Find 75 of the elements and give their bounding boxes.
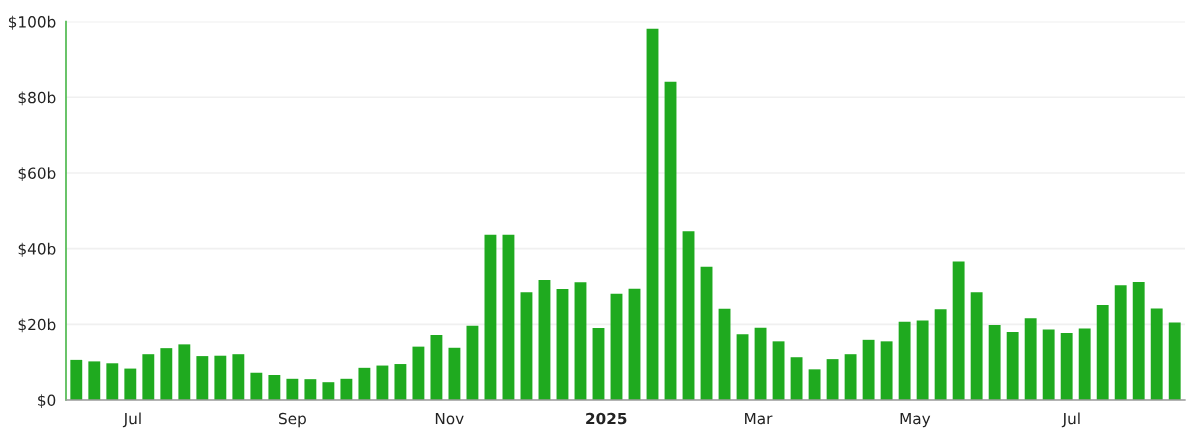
bar bbox=[394, 364, 407, 400]
bar bbox=[934, 309, 947, 400]
bar bbox=[1060, 333, 1073, 400]
bar bbox=[754, 327, 767, 400]
bar bbox=[430, 334, 443, 400]
bar bbox=[610, 293, 623, 400]
bar bbox=[736, 334, 749, 400]
bar bbox=[178, 344, 191, 400]
bar bbox=[664, 81, 677, 400]
bar bbox=[592, 328, 605, 400]
bar bbox=[286, 378, 299, 400]
bar bbox=[232, 354, 245, 400]
y-tick-label: $40b bbox=[18, 242, 56, 257]
bar bbox=[484, 234, 497, 400]
bar bbox=[250, 372, 263, 400]
x-tick-label: Jul bbox=[122, 412, 141, 428]
y-tick-label: $20b bbox=[18, 318, 56, 333]
bar bbox=[862, 339, 875, 400]
bar bbox=[142, 354, 155, 400]
bar bbox=[160, 348, 173, 400]
bar bbox=[844, 354, 857, 400]
bar bbox=[1096, 305, 1109, 400]
bar bbox=[106, 363, 119, 400]
bar bbox=[682, 231, 695, 400]
bar bbox=[1006, 331, 1019, 400]
bar bbox=[1132, 281, 1145, 400]
x-tick-label: 2025 bbox=[586, 412, 627, 425]
bar bbox=[196, 356, 209, 400]
x-tick-label: Mar bbox=[745, 412, 773, 425]
bar bbox=[880, 341, 893, 400]
bar bbox=[574, 282, 587, 400]
bar bbox=[304, 379, 317, 400]
bar bbox=[952, 261, 965, 400]
bar bbox=[358, 367, 371, 400]
bar bbox=[970, 292, 983, 400]
bar bbox=[790, 357, 803, 400]
bar bbox=[448, 347, 461, 400]
bar bbox=[214, 355, 227, 400]
y-tick-label: $60b bbox=[18, 167, 56, 182]
bar bbox=[376, 365, 389, 400]
bar bbox=[1042, 329, 1055, 400]
bar bbox=[322, 382, 335, 400]
bar bbox=[70, 359, 83, 400]
x-tick-label: Jul bbox=[1061, 412, 1080, 428]
bar bbox=[520, 292, 533, 400]
bar bbox=[1150, 308, 1163, 400]
x-tick-label: Nov bbox=[435, 412, 464, 425]
bar bbox=[808, 369, 821, 400]
bar bbox=[646, 28, 659, 400]
bar bbox=[412, 346, 425, 400]
bar bbox=[502, 234, 515, 400]
x-tick-label: May bbox=[900, 412, 931, 428]
bar bbox=[718, 308, 731, 400]
bar bbox=[88, 361, 101, 400]
bar bbox=[466, 325, 479, 400]
bar bbox=[340, 378, 353, 400]
bar bbox=[1024, 318, 1037, 400]
bar bbox=[1114, 285, 1127, 400]
bar bbox=[916, 320, 929, 400]
x-tick-label: Sep bbox=[278, 412, 306, 428]
bar bbox=[700, 266, 713, 400]
bar bbox=[988, 325, 1001, 400]
y-tick-label: $0 bbox=[38, 394, 56, 409]
bar bbox=[124, 368, 137, 400]
bar bbox=[628, 288, 641, 400]
bar bbox=[268, 375, 281, 400]
bar bbox=[772, 341, 785, 400]
bar bbox=[538, 280, 551, 400]
bar bbox=[1168, 322, 1181, 400]
y-tick-label: $80b bbox=[18, 91, 56, 106]
bar bbox=[898, 321, 911, 400]
y-tick-label: $100b bbox=[8, 15, 56, 30]
bar bbox=[556, 289, 569, 400]
bar bbox=[1078, 328, 1091, 400]
bar bbox=[826, 359, 839, 400]
